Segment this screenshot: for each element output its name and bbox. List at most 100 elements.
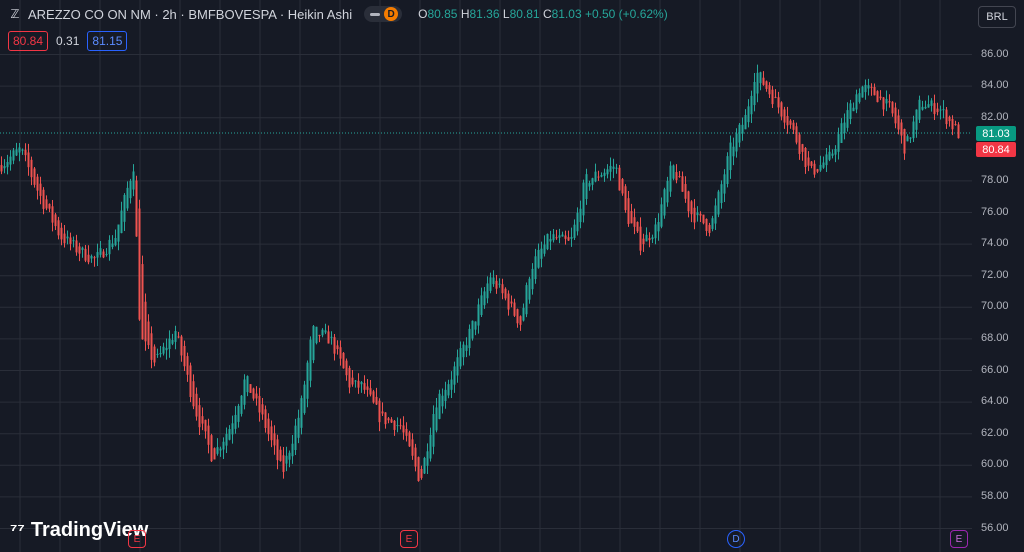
candle-up bbox=[837, 134, 840, 152]
ask-box[interactable]: 81.15 bbox=[87, 31, 128, 51]
symbol-title[interactable]: AREZZO CO ON NM · 2h · BMFBOVESPA · Heik… bbox=[28, 6, 353, 22]
bid-box[interactable]: 80.84 bbox=[8, 31, 49, 51]
candle-down bbox=[0, 165, 3, 172]
tradingview-logo[interactable]: ⁷⁷ TradingView bbox=[10, 519, 148, 542]
spread-value: 0.31 bbox=[56, 34, 80, 48]
candle-down bbox=[771, 89, 774, 105]
candle-up bbox=[921, 106, 924, 110]
candle-up bbox=[717, 191, 720, 215]
candle-up bbox=[477, 304, 480, 326]
candle-up bbox=[723, 174, 726, 194]
candle-down bbox=[195, 393, 198, 417]
candles bbox=[0, 64, 960, 482]
candle-down bbox=[894, 107, 897, 124]
candle-down bbox=[789, 120, 792, 125]
close-value: 81.03 bbox=[551, 7, 582, 21]
candle-up bbox=[243, 379, 246, 405]
candle-up bbox=[867, 85, 870, 89]
candle-up bbox=[600, 175, 603, 177]
candle-down bbox=[258, 395, 261, 413]
candle-down bbox=[897, 115, 900, 130]
candle-down bbox=[501, 284, 504, 294]
candle-down bbox=[675, 172, 678, 181]
candle-up bbox=[126, 187, 129, 209]
event-earnings-2[interactable]: E bbox=[400, 530, 418, 548]
candle-up bbox=[609, 165, 612, 172]
candle-up bbox=[912, 121, 915, 139]
candle-down bbox=[933, 103, 936, 115]
candle-up bbox=[531, 268, 534, 290]
candle-down bbox=[891, 101, 894, 114]
candle-up bbox=[645, 234, 648, 242]
candle-up bbox=[165, 347, 168, 351]
candle-down bbox=[270, 426, 273, 441]
candle-down bbox=[777, 97, 780, 108]
candle-up bbox=[660, 204, 663, 227]
candle-up bbox=[858, 93, 861, 102]
candle-up bbox=[756, 72, 759, 94]
bid-price-label: 80.84 bbox=[976, 142, 1016, 158]
event-earnings-1[interactable]: E bbox=[128, 530, 146, 548]
candle-up bbox=[18, 147, 21, 153]
zz-icon[interactable]: ℤ bbox=[10, 7, 20, 21]
candle-down bbox=[57, 220, 60, 236]
candle-up bbox=[588, 183, 591, 187]
candle-up bbox=[732, 146, 735, 157]
candle-down bbox=[384, 412, 387, 425]
candle-up bbox=[549, 238, 552, 242]
currency-button[interactable]: BRL bbox=[978, 6, 1016, 28]
candle-down bbox=[141, 264, 144, 340]
candle-up bbox=[711, 218, 714, 229]
candle-up bbox=[129, 180, 132, 199]
candle-down bbox=[45, 199, 48, 209]
indicator-toggle[interactable]: D bbox=[364, 6, 403, 22]
candle-up bbox=[117, 224, 120, 242]
change-value: +0.50 (+0.62%) bbox=[584, 7, 668, 21]
event-dividend[interactable]: D bbox=[727, 530, 745, 548]
candle-down bbox=[186, 356, 189, 375]
candle-down bbox=[84, 248, 87, 261]
candle-up bbox=[168, 338, 171, 350]
candle-down bbox=[60, 227, 63, 240]
candle-up bbox=[315, 326, 318, 344]
candle-down bbox=[33, 168, 36, 185]
close-label: C bbox=[542, 7, 552, 21]
candle-down bbox=[261, 404, 264, 415]
candle-down bbox=[765, 81, 768, 89]
candle-up bbox=[9, 156, 12, 165]
candle-up bbox=[471, 320, 474, 339]
candle-down bbox=[417, 457, 420, 481]
candle-down bbox=[51, 206, 54, 223]
candle-up bbox=[360, 381, 363, 385]
candle-up bbox=[300, 398, 303, 428]
candle-down bbox=[795, 126, 798, 143]
candle-down bbox=[387, 418, 390, 421]
candle-down bbox=[345, 360, 348, 376]
candle-up bbox=[462, 344, 465, 358]
candle-down bbox=[633, 217, 636, 227]
event-earnings-3[interactable]: E bbox=[950, 530, 968, 548]
candle-down bbox=[882, 97, 885, 110]
candle-up bbox=[492, 277, 495, 285]
event-letter: E bbox=[405, 533, 413, 545]
candle-down bbox=[189, 365, 192, 397]
y-tick-label: 60.00 bbox=[981, 458, 1009, 471]
candle-up bbox=[696, 212, 699, 216]
candle-up bbox=[840, 123, 843, 143]
candle-down bbox=[903, 129, 906, 154]
candle-up bbox=[3, 166, 6, 169]
candle-up bbox=[906, 136, 909, 142]
open-value: 80.85 bbox=[427, 7, 458, 21]
candle-up bbox=[666, 180, 669, 203]
candle-up bbox=[237, 405, 240, 422]
candle-up bbox=[654, 224, 657, 239]
candle-up bbox=[849, 103, 852, 119]
candle-up bbox=[939, 109, 942, 111]
candle-up bbox=[915, 109, 918, 130]
candle-down bbox=[873, 87, 876, 96]
candle-up bbox=[735, 133, 738, 152]
candle-down bbox=[639, 226, 642, 251]
y-tick-label: 70.00 bbox=[981, 300, 1009, 313]
candle-down bbox=[813, 163, 816, 175]
